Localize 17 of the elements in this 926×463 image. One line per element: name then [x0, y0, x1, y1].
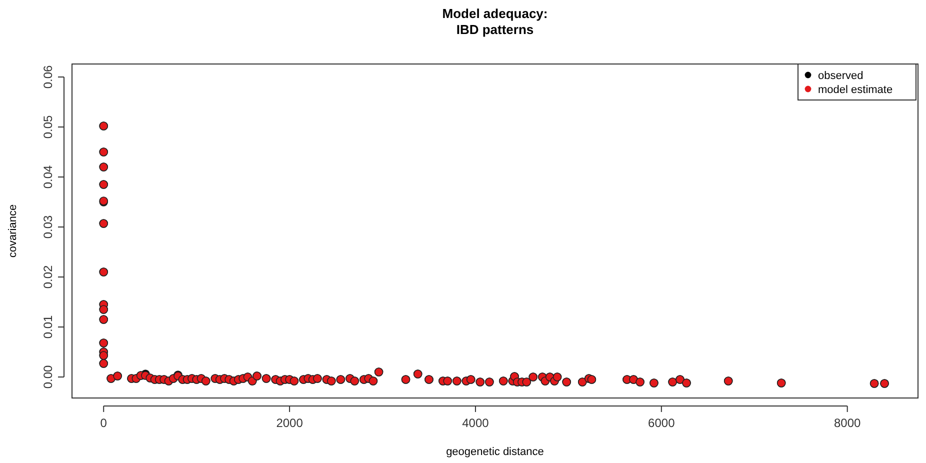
x-tick-label: 0	[100, 416, 108, 430]
x-axis-title: geogenetic distance	[446, 446, 544, 458]
y-tick-label: 0.05	[41, 115, 55, 139]
y-tick-label: 0.02	[41, 265, 55, 289]
y-tick-label: 0.04	[41, 165, 55, 189]
x-tick-label: 2000	[276, 416, 304, 430]
y-tick-label: 0.06	[41, 65, 55, 89]
x-tick-label: 6000	[648, 416, 676, 430]
legend-label: observed	[818, 70, 864, 82]
chart-title: Model adequacy: IBD patterns	[442, 6, 548, 37]
legend-label: model estimate	[818, 84, 893, 96]
y-tick-label: 0.00	[41, 365, 55, 389]
x-tick-label: 4000	[462, 416, 490, 430]
y-axis-title: covariance	[7, 204, 19, 258]
x-tick-label: 8000	[834, 416, 862, 430]
y-tick-label: 0.01	[41, 315, 55, 339]
y-tick-label: 0.03	[41, 215, 55, 239]
